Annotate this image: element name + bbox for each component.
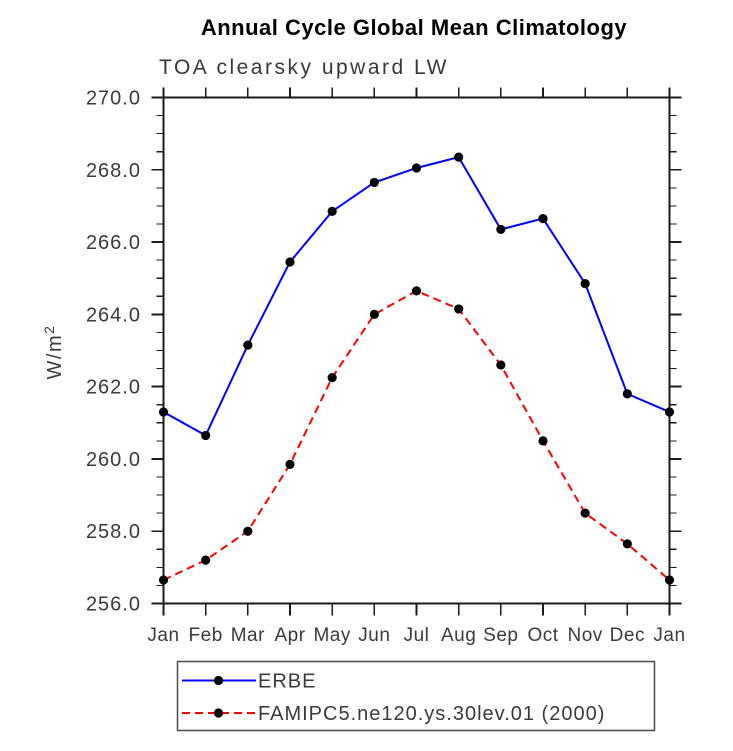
data-point-marker [622, 539, 632, 549]
x-tick-label: Jan [147, 625, 179, 646]
x-tick-label: Feb [189, 625, 223, 646]
data-point-marker [538, 213, 548, 224]
data-point-marker [411, 163, 422, 173]
y-tick-label: 264.0 [86, 304, 141, 326]
data-point-marker [285, 459, 295, 469]
y-tick-label: 262.0 [86, 377, 141, 399]
x-tick-label: Jan [653, 625, 685, 646]
legend-marker-famipc5 [213, 708, 224, 718]
plot-area: 256.0 258.0 260.0 262.0 264.0 266.0 268.0 270.0… [86, 87, 685, 646]
x-tick-label: Jun [358, 625, 390, 646]
erbe-line [163, 155, 670, 437]
data-point-marker [327, 373, 337, 383]
famipc5-line [163, 289, 671, 581]
data-point-marker [454, 152, 464, 162]
y-tick-label: 270.0 [86, 88, 141, 110]
data-point-marker [369, 309, 379, 319]
x-tick-label: Jul [404, 625, 430, 646]
data-point-marker [327, 206, 337, 216]
data-point-marker [243, 340, 253, 350]
x-tick-label: Nov [568, 625, 603, 646]
data-point-marker [580, 279, 590, 289]
data-point-marker [580, 508, 590, 518]
legend: ERBE FAMIPC5.ne120.ys.30lev.01 (2000) [176, 660, 656, 732]
data-point-marker [496, 360, 506, 370]
x-tick-label: Dec [610, 625, 645, 646]
y-tick-label: 260.0 [86, 449, 141, 471]
data-point-marker [496, 224, 506, 235]
chart-title: Annual Cycle Global Mean Climatology [201, 15, 628, 40]
data-point-marker [664, 407, 675, 417]
data-point-marker [411, 286, 422, 296]
legend-item-famipc5: FAMIPC5.ne120.ys.30lev.01 (2000) [182, 703, 605, 725]
y-tick-label: 266.0 [86, 232, 141, 254]
legend-box [176, 660, 656, 732]
legend-marker-erbe [213, 675, 224, 686]
y-tick-label: 258.0 [86, 521, 141, 543]
y-tick-label: 256.0 [86, 594, 141, 616]
data-point-marker [369, 177, 379, 188]
data-point-marker [454, 304, 464, 314]
data-point-marker [285, 257, 295, 267]
chart-subtitle: TOA clearsky upward LW [159, 56, 449, 79]
x-tick-label: Oct [527, 625, 558, 646]
data-point-marker [158, 407, 169, 417]
legend-label-erbe: ERBE [258, 671, 316, 693]
data-point-marker [201, 430, 211, 441]
data-point-marker [622, 389, 632, 399]
data-point-marker [201, 555, 211, 565]
data-point-marker [243, 526, 253, 536]
data-point-marker [158, 575, 169, 585]
data-point-marker [664, 575, 675, 585]
plot-frame [162, 96, 671, 605]
y-axis-label: W/m2 [41, 325, 66, 380]
legend-label-famipc5: FAMIPC5.ne120.ys.30lev.01 (2000) [258, 703, 605, 725]
x-tick-label: Mar [231, 625, 265, 646]
legend-item-erbe: ERBE [182, 671, 316, 693]
x-tick-label: Apr [274, 625, 305, 646]
x-tick-label: May [313, 625, 350, 646]
x-tick-label: Sep [483, 625, 518, 646]
y-tick-label: 268.0 [86, 160, 141, 182]
x-tick-label: Aug [441, 625, 476, 646]
data-point-marker [538, 436, 548, 446]
